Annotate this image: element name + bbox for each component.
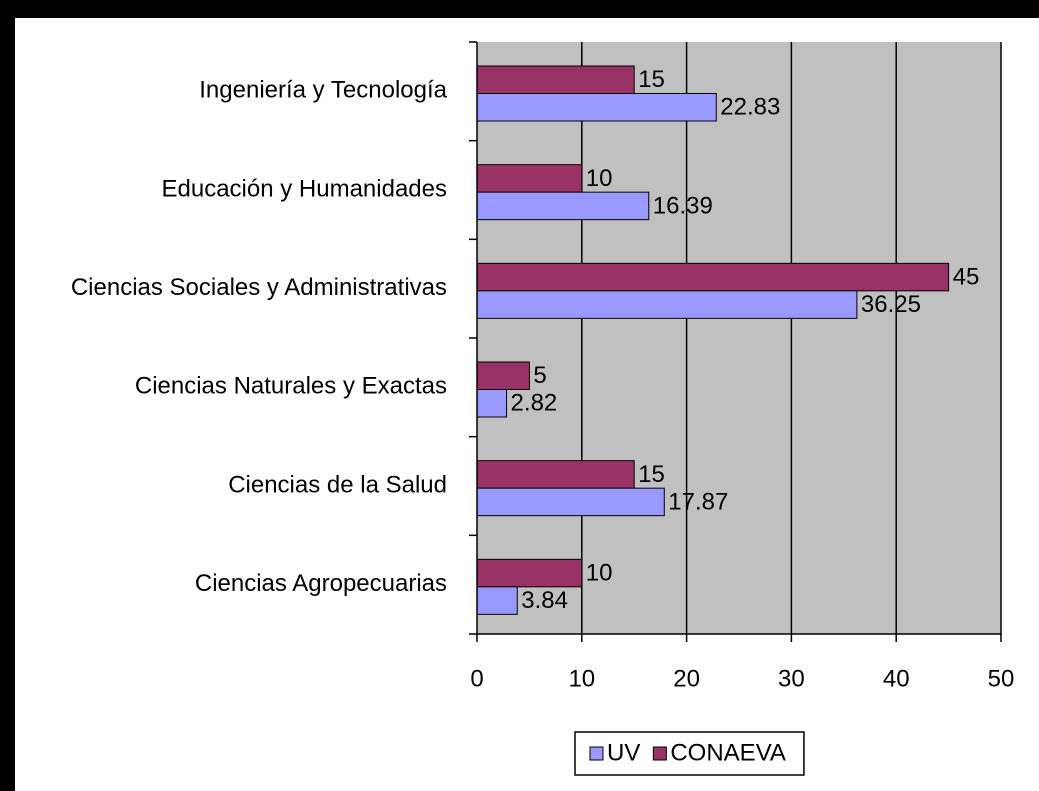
- data-label: 45: [953, 263, 980, 290]
- bar: [476, 262, 950, 292]
- data-label: 15: [638, 66, 665, 93]
- bar: [476, 586, 518, 615]
- y-tick-label: Ciencias Agropecuarias: [195, 570, 447, 597]
- data-label: 3.84: [521, 587, 568, 614]
- frame-left: [0, 0, 15, 791]
- data-label: 2.82: [511, 390, 558, 417]
- bar: [476, 487, 665, 517]
- x-tick-label: 0: [470, 665, 483, 692]
- data-label: 16.39: [653, 192, 713, 219]
- data-label: 5: [533, 362, 546, 389]
- y-tick-label: Ciencias Sociales y Administrativas: [71, 274, 447, 301]
- bar: [476, 558, 583, 588]
- legend-label: CONAEVA: [670, 739, 786, 766]
- data-label: 10: [586, 559, 613, 586]
- data-label: 22.83: [720, 94, 780, 121]
- x-tick-label: 10: [568, 665, 595, 692]
- legend-label: UV: [607, 739, 640, 766]
- x-tick-label: 20: [673, 665, 700, 692]
- y-tick-label: Ciencias de la Salud: [228, 471, 447, 498]
- bar: [476, 290, 858, 319]
- plot-area: [477, 42, 1001, 634]
- x-tick-label: 50: [988, 665, 1015, 692]
- bar: [476, 93, 717, 122]
- bar: [476, 361, 530, 390]
- data-label: 36.25: [861, 291, 921, 318]
- y-tick-label: Ingeniería y Tecnología: [199, 77, 447, 104]
- legend-swatch: [652, 746, 667, 761]
- bar: [476, 460, 635, 489]
- x-tick-label: 30: [778, 665, 805, 692]
- data-label: 15: [638, 461, 665, 488]
- bar: [476, 389, 508, 418]
- data-label: 10: [586, 165, 613, 192]
- bar: [476, 164, 583, 193]
- x-tick-label: 40: [883, 665, 910, 692]
- bar: [476, 191, 650, 221]
- bar: [476, 65, 635, 94]
- y-tick-label: Educación y Humanidades: [161, 175, 447, 202]
- legend: [574, 731, 805, 776]
- frame-top: [0, 0, 1039, 18]
- legend-swatch: [589, 746, 604, 761]
- y-tick-label: Ciencias Naturales y Exactas: [135, 373, 447, 400]
- data-label: 17.87: [668, 488, 728, 515]
